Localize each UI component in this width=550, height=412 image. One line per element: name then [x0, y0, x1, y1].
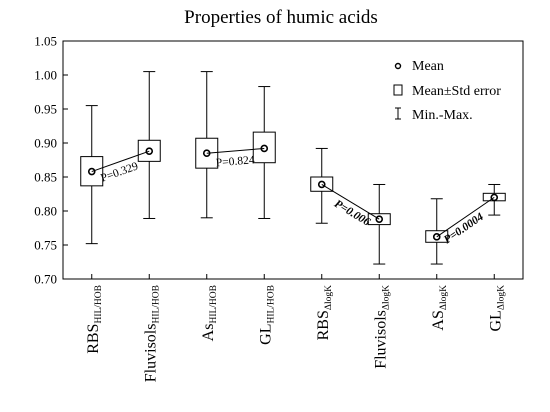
- x-tick-label-sub: HIL/HOB: [266, 285, 276, 324]
- x-tick-label-main: GL: [257, 324, 274, 345]
- x-tick-label-sub: HIL/HOB: [151, 285, 161, 324]
- series-group: [80, 71, 506, 265]
- y-tick-label: 1.00: [34, 68, 57, 83]
- y-tick-label: 1.05: [34, 34, 57, 49]
- mean-connector: [321, 184, 380, 220]
- x-tick-label: ASΔlogK: [430, 285, 449, 331]
- legend: Mean Mean±Std error Min.-Max.: [393, 59, 501, 123]
- mean-connector: [91, 150, 150, 173]
- mean-connector: [206, 147, 265, 154]
- x-tick-label-sub: ΔlogK: [439, 285, 449, 310]
- x-tick-label-sub: HIL/HOB: [209, 285, 219, 324]
- x-tick-label-sub: ΔlogK: [496, 285, 506, 310]
- x-tick-label: RBSHIL/HOB: [85, 285, 104, 354]
- x-tick-label-main: RBS: [315, 310, 332, 340]
- box-6: [367, 183, 391, 265]
- box-3: [195, 71, 219, 219]
- box-2: [137, 71, 161, 219]
- y-tick-label: 0.75: [34, 238, 57, 253]
- legend-entry: Mean: [412, 59, 444, 74]
- y-tick-label: 0.80: [34, 204, 57, 219]
- legend-se-symbol: [393, 84, 403, 96]
- p-value-label: P=0.824: [215, 154, 255, 169]
- legend-entry: Min.-Max.: [412, 108, 473, 123]
- x-tick-label: GLΔlogK: [487, 285, 506, 332]
- y-tick-label: 0.95: [34, 102, 57, 117]
- legend-entry: Mean±Std error: [412, 84, 501, 99]
- x-tick-label: AsHIL/HOB: [200, 285, 219, 341]
- plot-frame: [62, 40, 524, 280]
- x-tick-label-main: GL: [487, 310, 504, 331]
- y-tick-label: 0.90: [34, 136, 57, 151]
- x-tick-label-sub: ΔlogK: [324, 285, 334, 310]
- p-value-label: P=0.329: [99, 160, 140, 184]
- x-tick-label: FluvisolsHIL/HOB: [142, 285, 161, 382]
- x-tick-label-main: AS: [430, 310, 447, 330]
- x-tick-label-sub: ΔlogK: [381, 285, 391, 310]
- x-axis: RBSHIL/HOBFluvisolsHIL/HOBAsHIL/HOBGLHIL…: [85, 274, 506, 382]
- x-tick-label: RBSΔlogK: [315, 285, 334, 340]
- box-4: [252, 86, 276, 219]
- x-tick-label: FluvisolsΔlogK: [372, 285, 391, 369]
- y-axis: 0.70 0.75 0.80 0.85 0.90 0.95 1.00 1.05: [34, 34, 68, 287]
- x-tick-label-main: As: [200, 324, 217, 342]
- y-tick-label: 0.85: [34, 170, 57, 185]
- x-tick-label: GLHIL/HOB: [257, 285, 276, 345]
- y-tick-label: 0.70: [34, 272, 57, 287]
- x-tick-label-main: Fluvisols: [372, 310, 389, 369]
- legend-mean-symbol: [394, 62, 402, 70]
- x-tick-label-main: Fluvisols: [142, 324, 159, 383]
- x-tick-label-sub: HIL/HOB: [94, 285, 104, 324]
- x-tick-label-main: RBS: [85, 324, 102, 354]
- chart-title: Properties of humic acids: [184, 7, 378, 28]
- mean-connector: [436, 196, 495, 238]
